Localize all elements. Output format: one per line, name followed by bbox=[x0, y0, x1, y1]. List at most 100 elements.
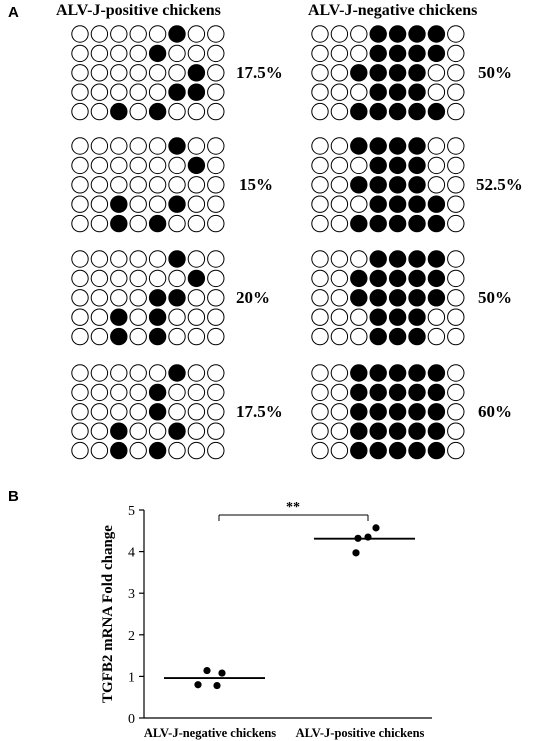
methylated-cpg-dot bbox=[427, 383, 446, 402]
unmethylated-cpg-dot bbox=[90, 176, 109, 194]
methylated-cpg-dot bbox=[408, 441, 426, 460]
unmethylated-cpg-dot bbox=[447, 441, 465, 460]
methylated-cpg-dot bbox=[408, 214, 426, 233]
methylated-cpg-dot bbox=[110, 327, 128, 346]
data-point bbox=[218, 669, 226, 677]
unmethylated-cpg-dot bbox=[168, 403, 186, 421]
unmethylated-cpg-dot bbox=[330, 195, 349, 213]
percent-label-positive-3: 20% bbox=[236, 288, 270, 307]
unmethylated-cpg-dot bbox=[129, 176, 147, 194]
unmethylated-cpg-dot bbox=[311, 64, 329, 82]
methylated-cpg-dot bbox=[148, 327, 167, 346]
y-axis-label: TGFB2 mRNA Fold change bbox=[100, 525, 116, 703]
unmethylated-cpg-dot bbox=[90, 83, 109, 101]
methylated-cpg-dot bbox=[388, 364, 407, 382]
methylated-cpg-dot bbox=[187, 269, 206, 288]
methylated-cpg-dot bbox=[350, 214, 368, 233]
unmethylated-cpg-dot bbox=[90, 137, 109, 155]
unmethylated-cpg-dot bbox=[427, 83, 446, 101]
unmethylated-cpg-dot bbox=[330, 308, 349, 326]
unmethylated-cpg-dot bbox=[447, 422, 465, 440]
methylated-cpg-dot bbox=[350, 176, 368, 194]
unmethylated-cpg-dot bbox=[207, 44, 225, 63]
unmethylated-cpg-dot bbox=[311, 269, 329, 288]
unmethylated-cpg-dot bbox=[129, 422, 147, 440]
unmethylated-cpg-dot bbox=[71, 64, 89, 82]
methylated-cpg-dot bbox=[388, 176, 407, 194]
methylation-lollipop-plots bbox=[71, 25, 465, 460]
unmethylated-cpg-dot bbox=[110, 44, 128, 63]
methylated-cpg-dot bbox=[369, 269, 387, 288]
methylated-cpg-dot bbox=[369, 64, 387, 82]
methylated-cpg-dot bbox=[388, 269, 407, 288]
unmethylated-cpg-dot bbox=[187, 25, 206, 43]
unmethylated-cpg-dot bbox=[207, 250, 225, 268]
methylated-cpg-dot bbox=[350, 64, 368, 82]
unmethylated-cpg-dot bbox=[168, 327, 186, 346]
unmethylated-cpg-dot bbox=[330, 289, 349, 307]
methylated-cpg-dot bbox=[388, 64, 407, 82]
unmethylated-cpg-dot bbox=[71, 250, 89, 268]
methylated-cpg-dot bbox=[168, 250, 186, 268]
methylated-cpg-dot bbox=[388, 156, 407, 175]
unmethylated-cpg-dot bbox=[311, 364, 329, 382]
methylated-cpg-dot bbox=[408, 83, 426, 101]
methylated-cpg-dot bbox=[369, 308, 387, 326]
unmethylated-cpg-dot bbox=[168, 269, 186, 288]
unmethylated-cpg-dot bbox=[71, 327, 89, 346]
percent-label-positive-2: 15% bbox=[239, 175, 273, 194]
unmethylated-cpg-dot bbox=[207, 422, 225, 440]
methylated-cpg-dot bbox=[350, 383, 368, 402]
methylated-cpg-dot bbox=[369, 102, 387, 121]
y-tick-label: 0 bbox=[128, 712, 135, 727]
unmethylated-cpg-dot bbox=[129, 214, 147, 233]
unmethylated-cpg-dot bbox=[90, 422, 109, 440]
unmethylated-cpg-dot bbox=[427, 137, 446, 155]
unmethylated-cpg-dot bbox=[330, 137, 349, 155]
data-point bbox=[203, 666, 211, 675]
methylated-cpg-dot bbox=[168, 25, 186, 43]
unmethylated-cpg-dot bbox=[311, 403, 329, 421]
unmethylated-cpg-dot bbox=[129, 269, 147, 288]
y-tick-label: 4 bbox=[128, 546, 135, 561]
unmethylated-cpg-dot bbox=[207, 441, 225, 460]
unmethylated-cpg-dot bbox=[447, 102, 465, 121]
methylated-cpg-dot bbox=[388, 102, 407, 121]
percent-label-negative-3: 50% bbox=[478, 288, 512, 307]
unmethylated-cpg-dot bbox=[330, 327, 349, 346]
methylated-cpg-dot bbox=[388, 44, 407, 63]
unmethylated-cpg-dot bbox=[187, 383, 206, 402]
methylated-cpg-dot bbox=[388, 327, 407, 346]
methylated-cpg-dot bbox=[148, 44, 167, 63]
unmethylated-cpg-dot bbox=[311, 327, 329, 346]
unmethylated-cpg-dot bbox=[447, 364, 465, 382]
unmethylated-cpg-dot bbox=[187, 289, 206, 307]
methylated-cpg-dot bbox=[427, 403, 446, 421]
unmethylated-cpg-dot bbox=[187, 102, 206, 121]
methylated-cpg-dot bbox=[408, 250, 426, 268]
unmethylated-cpg-dot bbox=[90, 102, 109, 121]
unmethylated-cpg-dot bbox=[330, 403, 349, 421]
unmethylated-cpg-dot bbox=[71, 25, 89, 43]
unmethylated-cpg-dot bbox=[71, 289, 89, 307]
methylated-cpg-dot bbox=[148, 383, 167, 402]
unmethylated-cpg-dot bbox=[207, 83, 225, 101]
unmethylated-cpg-dot bbox=[110, 83, 128, 101]
y-tick-label: 5 bbox=[128, 504, 135, 519]
unmethylated-cpg-dot bbox=[207, 25, 225, 43]
data-point bbox=[372, 524, 380, 532]
unmethylated-cpg-dot bbox=[129, 327, 147, 346]
methylated-cpg-dot bbox=[369, 250, 387, 268]
unmethylated-cpg-dot bbox=[447, 308, 465, 326]
methylated-cpg-dot bbox=[350, 137, 368, 155]
unmethylated-cpg-dot bbox=[129, 195, 147, 213]
methylated-cpg-dot bbox=[110, 214, 128, 233]
unmethylated-cpg-dot bbox=[148, 250, 167, 268]
methylated-cpg-dot bbox=[369, 383, 387, 402]
unmethylated-cpg-dot bbox=[90, 327, 109, 346]
unmethylated-cpg-dot bbox=[90, 214, 109, 233]
unmethylated-cpg-dot bbox=[129, 64, 147, 82]
methylated-cpg-dot bbox=[168, 83, 186, 101]
unmethylated-cpg-dot bbox=[447, 195, 465, 213]
methylated-cpg-dot bbox=[350, 403, 368, 421]
